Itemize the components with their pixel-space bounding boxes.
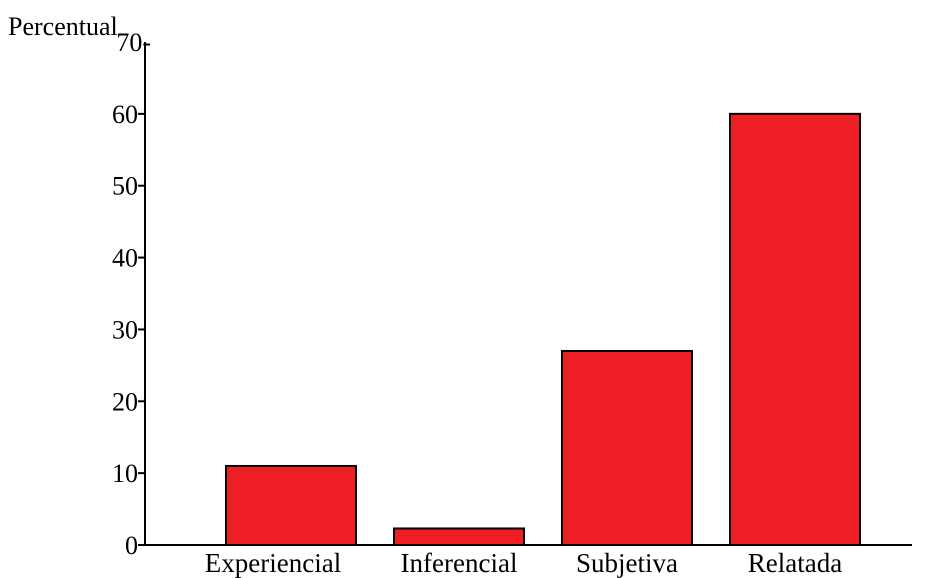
y-tick-label: 10 bbox=[112, 459, 138, 488]
y-tick-label: 20 bbox=[112, 387, 138, 416]
bar-relatada bbox=[729, 112, 861, 546]
y-tick-label: 0 bbox=[125, 531, 138, 560]
y-tick-label: 60 bbox=[112, 100, 138, 129]
y-tick-label: 70- bbox=[116, 28, 151, 57]
axes-layer bbox=[138, 42, 912, 546]
bars-layer bbox=[225, 112, 861, 547]
bar-inferencial bbox=[393, 527, 525, 546]
x-tick-label: Inferencial bbox=[401, 548, 518, 578]
y-tick-label: 40 bbox=[112, 244, 138, 273]
y-tick-label: 50 bbox=[112, 172, 138, 201]
x-tick-label: Experiencial bbox=[205, 548, 341, 578]
y-tick-label: 30 bbox=[112, 315, 138, 344]
x-tick-label: Relatada bbox=[748, 548, 842, 578]
bar-experiencial bbox=[225, 464, 357, 547]
bar-subjetiva bbox=[561, 349, 693, 546]
y-axis-title: Percentual bbox=[8, 12, 118, 41]
labels-layer: 0 10 20 30 40 50 60 70- Experiencial Inferencial S… bbox=[112, 28, 842, 578]
x-tick-label: Subjetiva bbox=[576, 548, 678, 578]
